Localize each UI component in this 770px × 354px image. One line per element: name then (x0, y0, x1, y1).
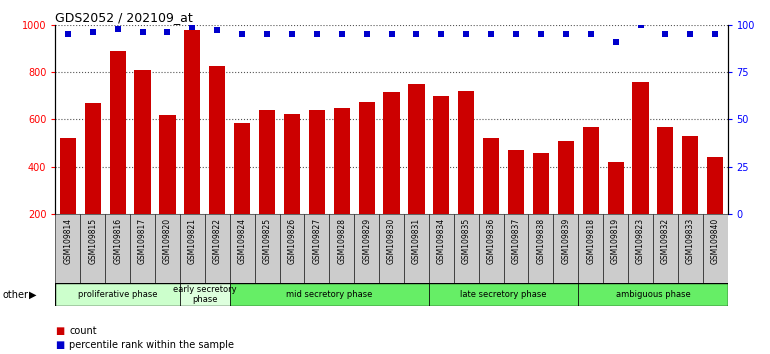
Text: GSM109835: GSM109835 (462, 218, 470, 264)
Bar (309, 110, 325, 262)
Text: GSM109826: GSM109826 (287, 218, 296, 264)
Bar (483, 138, 499, 262)
Text: ■: ■ (55, 340, 65, 350)
Text: GSM109838: GSM109838 (537, 218, 545, 264)
Bar (85, 103, 101, 262)
Text: GSM109818: GSM109818 (586, 218, 595, 264)
Text: GSM109834: GSM109834 (437, 218, 446, 264)
Text: GSM109824: GSM109824 (238, 218, 246, 264)
Text: GSM109821: GSM109821 (188, 218, 197, 264)
Text: ▶: ▶ (29, 290, 37, 300)
Bar (454, 214, 479, 283)
Text: ■: ■ (55, 326, 65, 336)
Bar (632, 81, 648, 262)
Bar (180, 283, 229, 306)
Bar (55, 283, 180, 306)
Text: GSM109840: GSM109840 (711, 218, 720, 264)
Bar (184, 29, 200, 262)
Bar (229, 214, 255, 283)
Bar (159, 115, 176, 262)
Text: count: count (69, 326, 97, 336)
Text: GSM109819: GSM109819 (611, 218, 620, 264)
Bar (628, 214, 653, 283)
Bar (130, 214, 155, 283)
Text: other: other (2, 290, 28, 300)
Bar (383, 92, 400, 262)
Text: GSM109839: GSM109839 (561, 218, 571, 264)
Text: GSM109814: GSM109814 (63, 218, 72, 264)
Bar (682, 136, 698, 262)
Bar (280, 214, 304, 283)
Bar (603, 214, 628, 283)
Bar (60, 138, 76, 262)
Bar (55, 214, 80, 283)
Bar (330, 214, 354, 283)
Bar (578, 214, 603, 283)
Bar (554, 214, 578, 283)
Bar (479, 214, 504, 283)
Bar (180, 214, 205, 283)
Bar (284, 114, 300, 262)
Bar (703, 214, 728, 283)
Bar (678, 214, 703, 283)
Bar (408, 84, 424, 262)
Bar (578, 283, 728, 306)
Bar (109, 51, 126, 262)
Bar (359, 102, 375, 262)
Bar (508, 150, 524, 262)
Text: GSM109820: GSM109820 (163, 218, 172, 264)
Bar (429, 214, 454, 283)
Bar (205, 214, 229, 283)
Bar (135, 70, 151, 262)
Text: early secretory
phase: early secretory phase (173, 285, 236, 304)
Bar (707, 157, 723, 262)
Text: GSM109816: GSM109816 (113, 218, 122, 264)
Bar (354, 214, 379, 283)
Bar (429, 283, 578, 306)
Bar (209, 66, 226, 262)
Bar (105, 214, 130, 283)
Text: percentile rank within the sample: percentile rank within the sample (69, 340, 234, 350)
Bar (608, 162, 624, 262)
Text: GSM109837: GSM109837 (511, 218, 521, 264)
Bar (229, 283, 429, 306)
Text: GSM109815: GSM109815 (89, 218, 97, 264)
Text: GSM109832: GSM109832 (661, 218, 670, 264)
Bar (80, 214, 105, 283)
Text: proliferative phase: proliferative phase (78, 290, 157, 299)
Text: mid secretory phase: mid secretory phase (286, 290, 373, 299)
Text: GSM109823: GSM109823 (636, 218, 645, 264)
Bar (379, 214, 404, 283)
Text: GSM109831: GSM109831 (412, 218, 421, 264)
Text: GSM109833: GSM109833 (686, 218, 695, 264)
Bar (458, 91, 474, 262)
Bar (533, 153, 549, 262)
Text: GSM109827: GSM109827 (313, 218, 321, 264)
Text: ambiguous phase: ambiguous phase (615, 290, 691, 299)
Bar (304, 214, 330, 283)
Bar (583, 127, 599, 262)
Text: GSM109822: GSM109822 (213, 218, 222, 264)
Bar (557, 141, 574, 262)
Bar (434, 96, 450, 262)
Text: GSM109829: GSM109829 (362, 218, 371, 264)
Bar (658, 127, 674, 262)
Bar (259, 110, 275, 262)
Bar (234, 123, 250, 262)
Text: late secretory phase: late secretory phase (460, 290, 547, 299)
Bar (528, 214, 554, 283)
Text: GDS2052 / 202109_at: GDS2052 / 202109_at (55, 11, 193, 24)
Text: GSM109836: GSM109836 (487, 218, 496, 264)
Text: GSM109828: GSM109828 (337, 218, 346, 264)
Bar (255, 214, 280, 283)
Bar (504, 214, 528, 283)
Bar (333, 108, 350, 262)
Text: GSM109825: GSM109825 (263, 218, 272, 264)
Text: GSM109817: GSM109817 (138, 218, 147, 264)
Bar (653, 214, 678, 283)
Bar (155, 214, 180, 283)
Text: GSM109830: GSM109830 (387, 218, 396, 264)
Bar (404, 214, 429, 283)
